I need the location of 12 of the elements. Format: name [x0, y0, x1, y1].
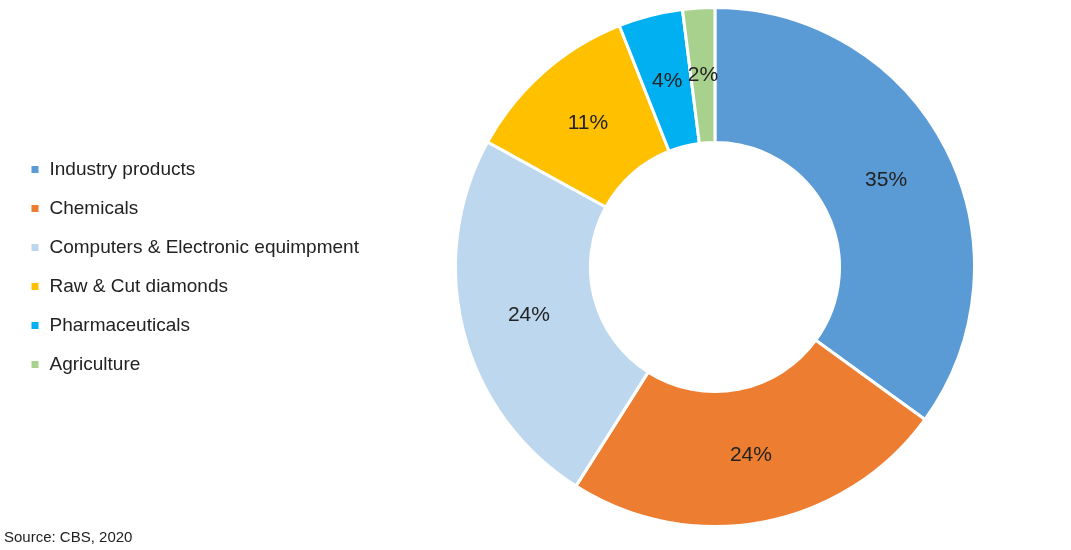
source-note: Source: CBS, 2020: [4, 528, 133, 545]
legend-label: Agriculture: [49, 352, 141, 374]
legend-label: Pharmaceuticals: [49, 313, 190, 335]
legend-label: Computers & Electronic equimpment: [49, 235, 360, 257]
data-label: 24%: [729, 442, 772, 466]
data-label: 24%: [507, 301, 550, 325]
data-label: 4%: [652, 67, 683, 91]
legend-label: Industry products: [49, 157, 196, 179]
legend-label: Chemicals: [49, 196, 139, 218]
legend-label: Raw & Cut diamonds: [49, 274, 228, 296]
data-label: 35%: [865, 166, 908, 190]
data-label: 11%: [567, 109, 609, 133]
